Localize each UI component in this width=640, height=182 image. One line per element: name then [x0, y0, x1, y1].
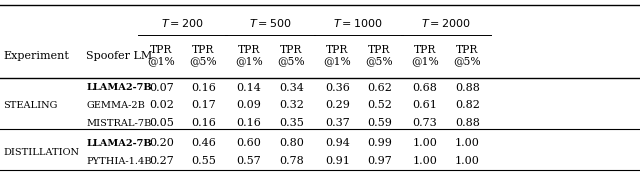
Text: TPR
@5%: TPR @5%: [453, 45, 481, 66]
Text: TPR
@1%: TPR @1%: [147, 45, 175, 66]
Text: 0.16: 0.16: [237, 118, 261, 128]
Text: MISTRAL-7B: MISTRAL-7B: [86, 119, 152, 128]
Text: 0.88: 0.88: [455, 118, 479, 128]
Text: Spoofer LM: Spoofer LM: [86, 51, 153, 60]
Text: 0.05: 0.05: [149, 118, 173, 128]
Text: 0.94: 0.94: [325, 138, 349, 148]
Text: 0.97: 0.97: [367, 156, 392, 166]
Text: TPR
@5%: TPR @5%: [365, 45, 394, 66]
Text: 0.02: 0.02: [149, 100, 173, 110]
Text: 0.91: 0.91: [325, 156, 349, 166]
Text: 0.29: 0.29: [325, 100, 349, 110]
Text: Experiment: Experiment: [3, 51, 69, 60]
Text: $T = 2000$: $T = 2000$: [421, 17, 471, 29]
Text: 0.55: 0.55: [191, 156, 216, 166]
Text: 0.88: 0.88: [455, 83, 479, 93]
Text: 1.00: 1.00: [455, 138, 479, 148]
Text: LLAMA2-7B: LLAMA2-7B: [86, 139, 152, 148]
Text: 0.27: 0.27: [149, 156, 173, 166]
Text: 0.80: 0.80: [279, 138, 303, 148]
Text: 0.82: 0.82: [455, 100, 479, 110]
Text: 1.00: 1.00: [455, 156, 479, 166]
Text: 0.46: 0.46: [191, 138, 216, 148]
Text: 0.99: 0.99: [367, 138, 392, 148]
Text: 0.34: 0.34: [279, 83, 303, 93]
Text: 0.37: 0.37: [325, 118, 349, 128]
Text: 0.61: 0.61: [413, 100, 437, 110]
Text: PYTHIA-1.4B: PYTHIA-1.4B: [86, 157, 152, 166]
Text: GEMMA-2B: GEMMA-2B: [86, 101, 145, 110]
Text: 0.73: 0.73: [413, 118, 437, 128]
Text: 0.17: 0.17: [191, 100, 216, 110]
Text: 0.68: 0.68: [413, 83, 437, 93]
Text: TPR
@1%: TPR @1%: [235, 45, 263, 66]
Text: 0.16: 0.16: [191, 118, 216, 128]
Text: STEALING: STEALING: [3, 101, 58, 110]
Text: 1.00: 1.00: [413, 156, 437, 166]
Text: $T = 1000$: $T = 1000$: [333, 17, 383, 29]
Text: 0.78: 0.78: [279, 156, 303, 166]
Text: 0.35: 0.35: [279, 118, 303, 128]
Text: TPR
@1%: TPR @1%: [323, 45, 351, 66]
Text: 0.52: 0.52: [367, 100, 392, 110]
Text: 0.36: 0.36: [325, 83, 349, 93]
Text: 0.59: 0.59: [367, 118, 392, 128]
Text: 0.20: 0.20: [149, 138, 173, 148]
Text: TPR
@1%: TPR @1%: [411, 45, 439, 66]
Text: TPR
@5%: TPR @5%: [277, 45, 305, 66]
Text: 0.62: 0.62: [367, 83, 392, 93]
Text: DISTILLATION: DISTILLATION: [3, 148, 79, 157]
Text: 0.32: 0.32: [279, 100, 303, 110]
Text: 0.14: 0.14: [237, 83, 261, 93]
Text: 0.57: 0.57: [237, 156, 261, 166]
Text: $T = 500$: $T = 500$: [248, 17, 292, 29]
Text: TPR
@5%: TPR @5%: [189, 45, 218, 66]
Text: 0.16: 0.16: [191, 83, 216, 93]
Text: 0.07: 0.07: [149, 83, 173, 93]
Text: 1.00: 1.00: [413, 138, 437, 148]
Text: 0.09: 0.09: [237, 100, 261, 110]
Text: $T = 200$: $T = 200$: [161, 17, 204, 29]
Text: 0.60: 0.60: [237, 138, 261, 148]
Text: LLAMA2-7B: LLAMA2-7B: [86, 83, 152, 92]
